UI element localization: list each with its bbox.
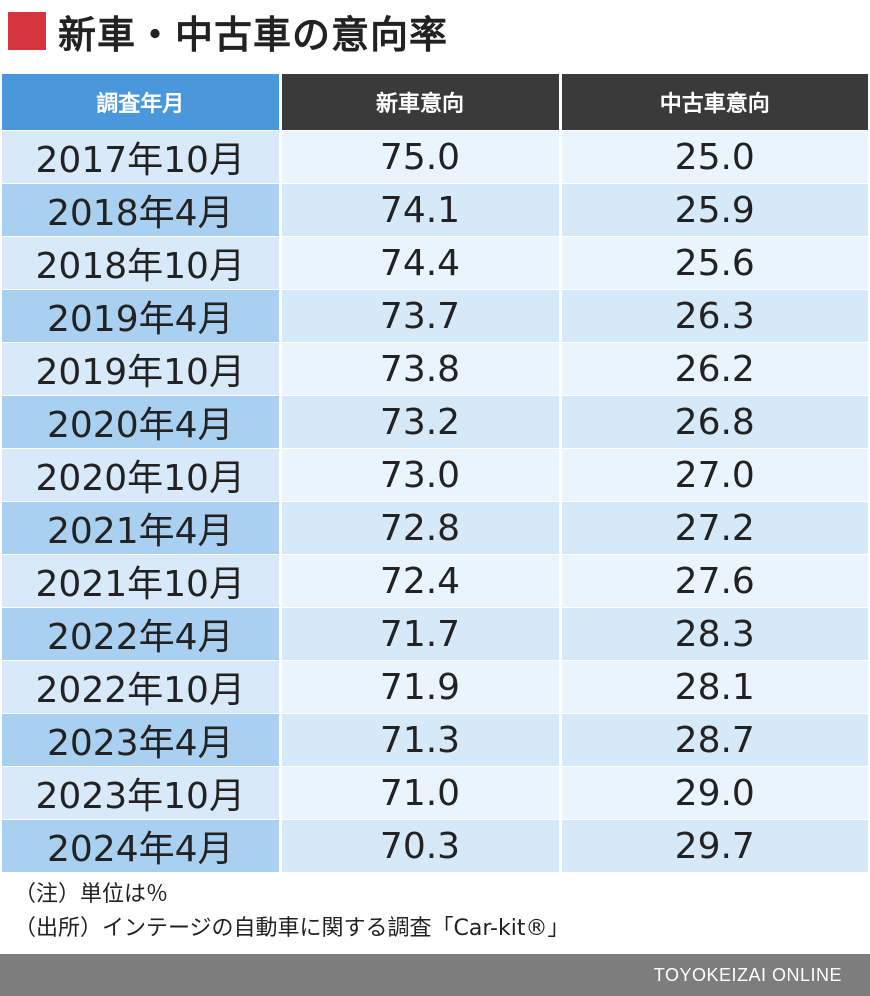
cell-date: 2020年4月 [2, 395, 282, 449]
column-header-new-car: 新車意向 [280, 74, 562, 131]
cell-date: 2017年10月 [2, 130, 282, 184]
cell-new-car: 72.8 [280, 501, 562, 555]
cell-new-car: 70.3 [280, 819, 562, 872]
cell-used-car: 29.7 [560, 819, 868, 872]
table-row: 2021年4月 72.8 27.2 [2, 501, 868, 555]
cell-new-car: 71.7 [280, 607, 562, 661]
cell-used-car: 27.2 [560, 501, 868, 555]
column-header-date: 調査年月 [2, 74, 282, 131]
cell-date: 2023年10月 [2, 766, 282, 820]
cell-used-car: 28.3 [560, 607, 868, 661]
table-header-row: 調査年月 新車意向 中古車意向 [2, 74, 868, 131]
cell-date: 2021年4月 [2, 501, 282, 555]
table-row: 2024年4月 70.3 29.7 [2, 819, 868, 872]
cell-date: 2018年4月 [2, 183, 282, 237]
cell-new-car: 72.4 [280, 554, 562, 608]
cell-used-car: 25.0 [560, 130, 868, 184]
table-row: 2020年4月 73.2 26.8 [2, 395, 868, 449]
cell-used-car: 25.9 [560, 183, 868, 237]
cell-new-car: 71.0 [280, 766, 562, 820]
title-bar: 新車・中古車の意向率 [8, 6, 449, 57]
cell-date: 2022年4月 [2, 607, 282, 661]
page-title: 新車・中古車の意向率 [58, 12, 449, 57]
table-row: 2017年10月 75.0 25.0 [2, 130, 868, 184]
cell-used-car: 26.8 [560, 395, 868, 449]
table-row: 2023年4月 71.3 28.7 [2, 713, 868, 767]
cell-date: 2024年4月 [2, 819, 282, 872]
cell-used-car: 28.7 [560, 713, 868, 767]
cell-new-car: 71.3 [280, 713, 562, 767]
cell-new-car: 74.4 [280, 236, 562, 290]
table-row: 2021年10月 72.4 27.6 [2, 554, 868, 608]
cell-used-car: 29.0 [560, 766, 868, 820]
notes: （注）単位は％ （出所）インテージの自動車に関する調査「Car-kit®」 [14, 878, 569, 946]
table-row: 2020年10月 73.0 27.0 [2, 448, 868, 502]
cell-used-car: 27.0 [560, 448, 868, 502]
cell-used-car: 25.6 [560, 236, 868, 290]
cell-used-car: 28.1 [560, 660, 868, 714]
cell-date: 2023年4月 [2, 713, 282, 767]
data-table: 調査年月 新車意向 中古車意向 2017年10月 75.0 25.0 2018年4月 7… [2, 74, 868, 872]
table-row: 2022年4月 71.7 28.3 [2, 607, 868, 661]
table-row: 2022年10月 71.9 28.1 [2, 660, 868, 714]
cell-date: 2021年10月 [2, 554, 282, 608]
table-row: 2018年10月 74.4 25.6 [2, 236, 868, 290]
cell-date: 2019年4月 [2, 289, 282, 343]
table-row: 2019年10月 73.8 26.2 [2, 342, 868, 396]
footer-bar: TOYOKEIZAI ONLINE [0, 954, 870, 996]
cell-date: 2022年10月 [2, 660, 282, 714]
cell-date: 2018年10月 [2, 236, 282, 290]
unit-note: （注）単位は％ [14, 882, 169, 907]
source-note: （出所）インテージの自動車に関する調査「Car-kit®」 [14, 916, 570, 941]
cell-used-car: 27.6 [560, 554, 868, 608]
footer-brand: TOYOKEIZAI ONLINE [653, 965, 842, 985]
column-header-used-car: 中古車意向 [560, 74, 868, 131]
cell-new-car: 73.8 [280, 342, 562, 396]
table-row: 2018年4月 74.1 25.9 [2, 183, 868, 237]
cell-new-car: 73.0 [280, 448, 562, 502]
table-row: 2019年4月 73.7 26.3 [2, 289, 868, 343]
title-square-icon [8, 12, 46, 50]
cell-date: 2020年10月 [2, 448, 282, 502]
cell-new-car: 73.7 [280, 289, 562, 343]
cell-used-car: 26.3 [560, 289, 868, 343]
cell-new-car: 73.2 [280, 395, 562, 449]
cell-new-car: 75.0 [280, 130, 562, 184]
cell-used-car: 26.2 [560, 342, 868, 396]
table-body: 2017年10月 75.0 25.0 2018年4月 74.1 25.9 2018年10月 7… [2, 130, 868, 872]
cell-new-car: 74.1 [280, 183, 562, 237]
cell-new-car: 71.9 [280, 660, 562, 714]
cell-date: 2019年10月 [2, 342, 282, 396]
table-row: 2023年10月 71.0 29.0 [2, 766, 868, 820]
